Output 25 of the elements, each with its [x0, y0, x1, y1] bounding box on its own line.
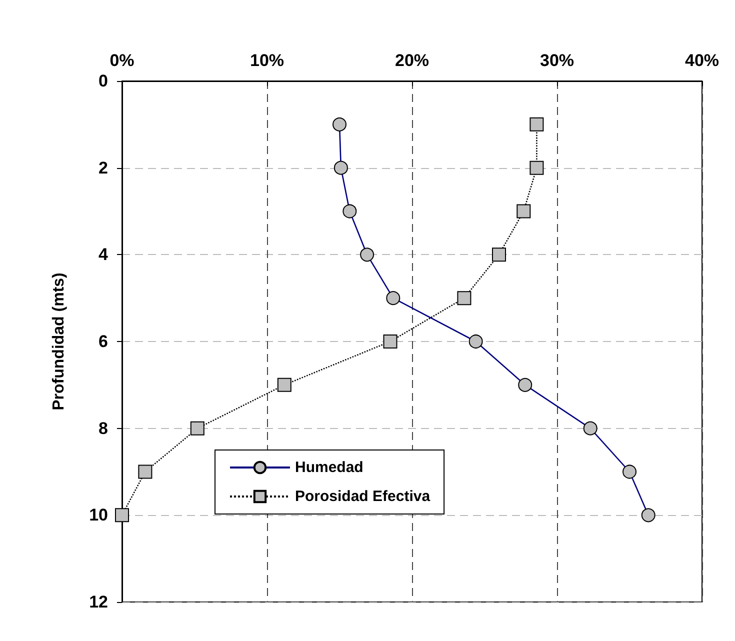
point — [115, 508, 129, 522]
y-tick-label: 0 — [98, 72, 108, 90]
point — [530, 160, 544, 175]
x-tick-label: 20% — [394, 51, 430, 70]
point — [492, 248, 506, 262]
y-tick-label: 8 — [98, 418, 108, 438]
y-tick-label: 4 — [98, 245, 109, 264]
x-tick-label: 10% — [250, 51, 284, 70]
point — [383, 334, 398, 348]
point — [457, 291, 472, 306]
point — [516, 204, 531, 218]
point — [530, 117, 544, 132]
y-tick-label: 12 — [89, 592, 108, 612]
legend-label: Humedad — [295, 459, 364, 476]
x-tick-label: 0% — [110, 51, 134, 70]
x-tick-label: 30% — [540, 51, 574, 70]
point — [277, 378, 292, 392]
y-tick-label: 6 — [98, 332, 108, 351]
x-tick-label: 40% — [684, 51, 720, 70]
y-tick-label: 2 — [98, 158, 108, 178]
y-tick-label: 10 — [89, 506, 108, 525]
point — [138, 464, 152, 479]
point — [190, 421, 204, 436]
y-axis-title: Profundidad (mts) — [50, 272, 68, 410]
legend-label: Porosidad Efectiva — [295, 488, 431, 505]
